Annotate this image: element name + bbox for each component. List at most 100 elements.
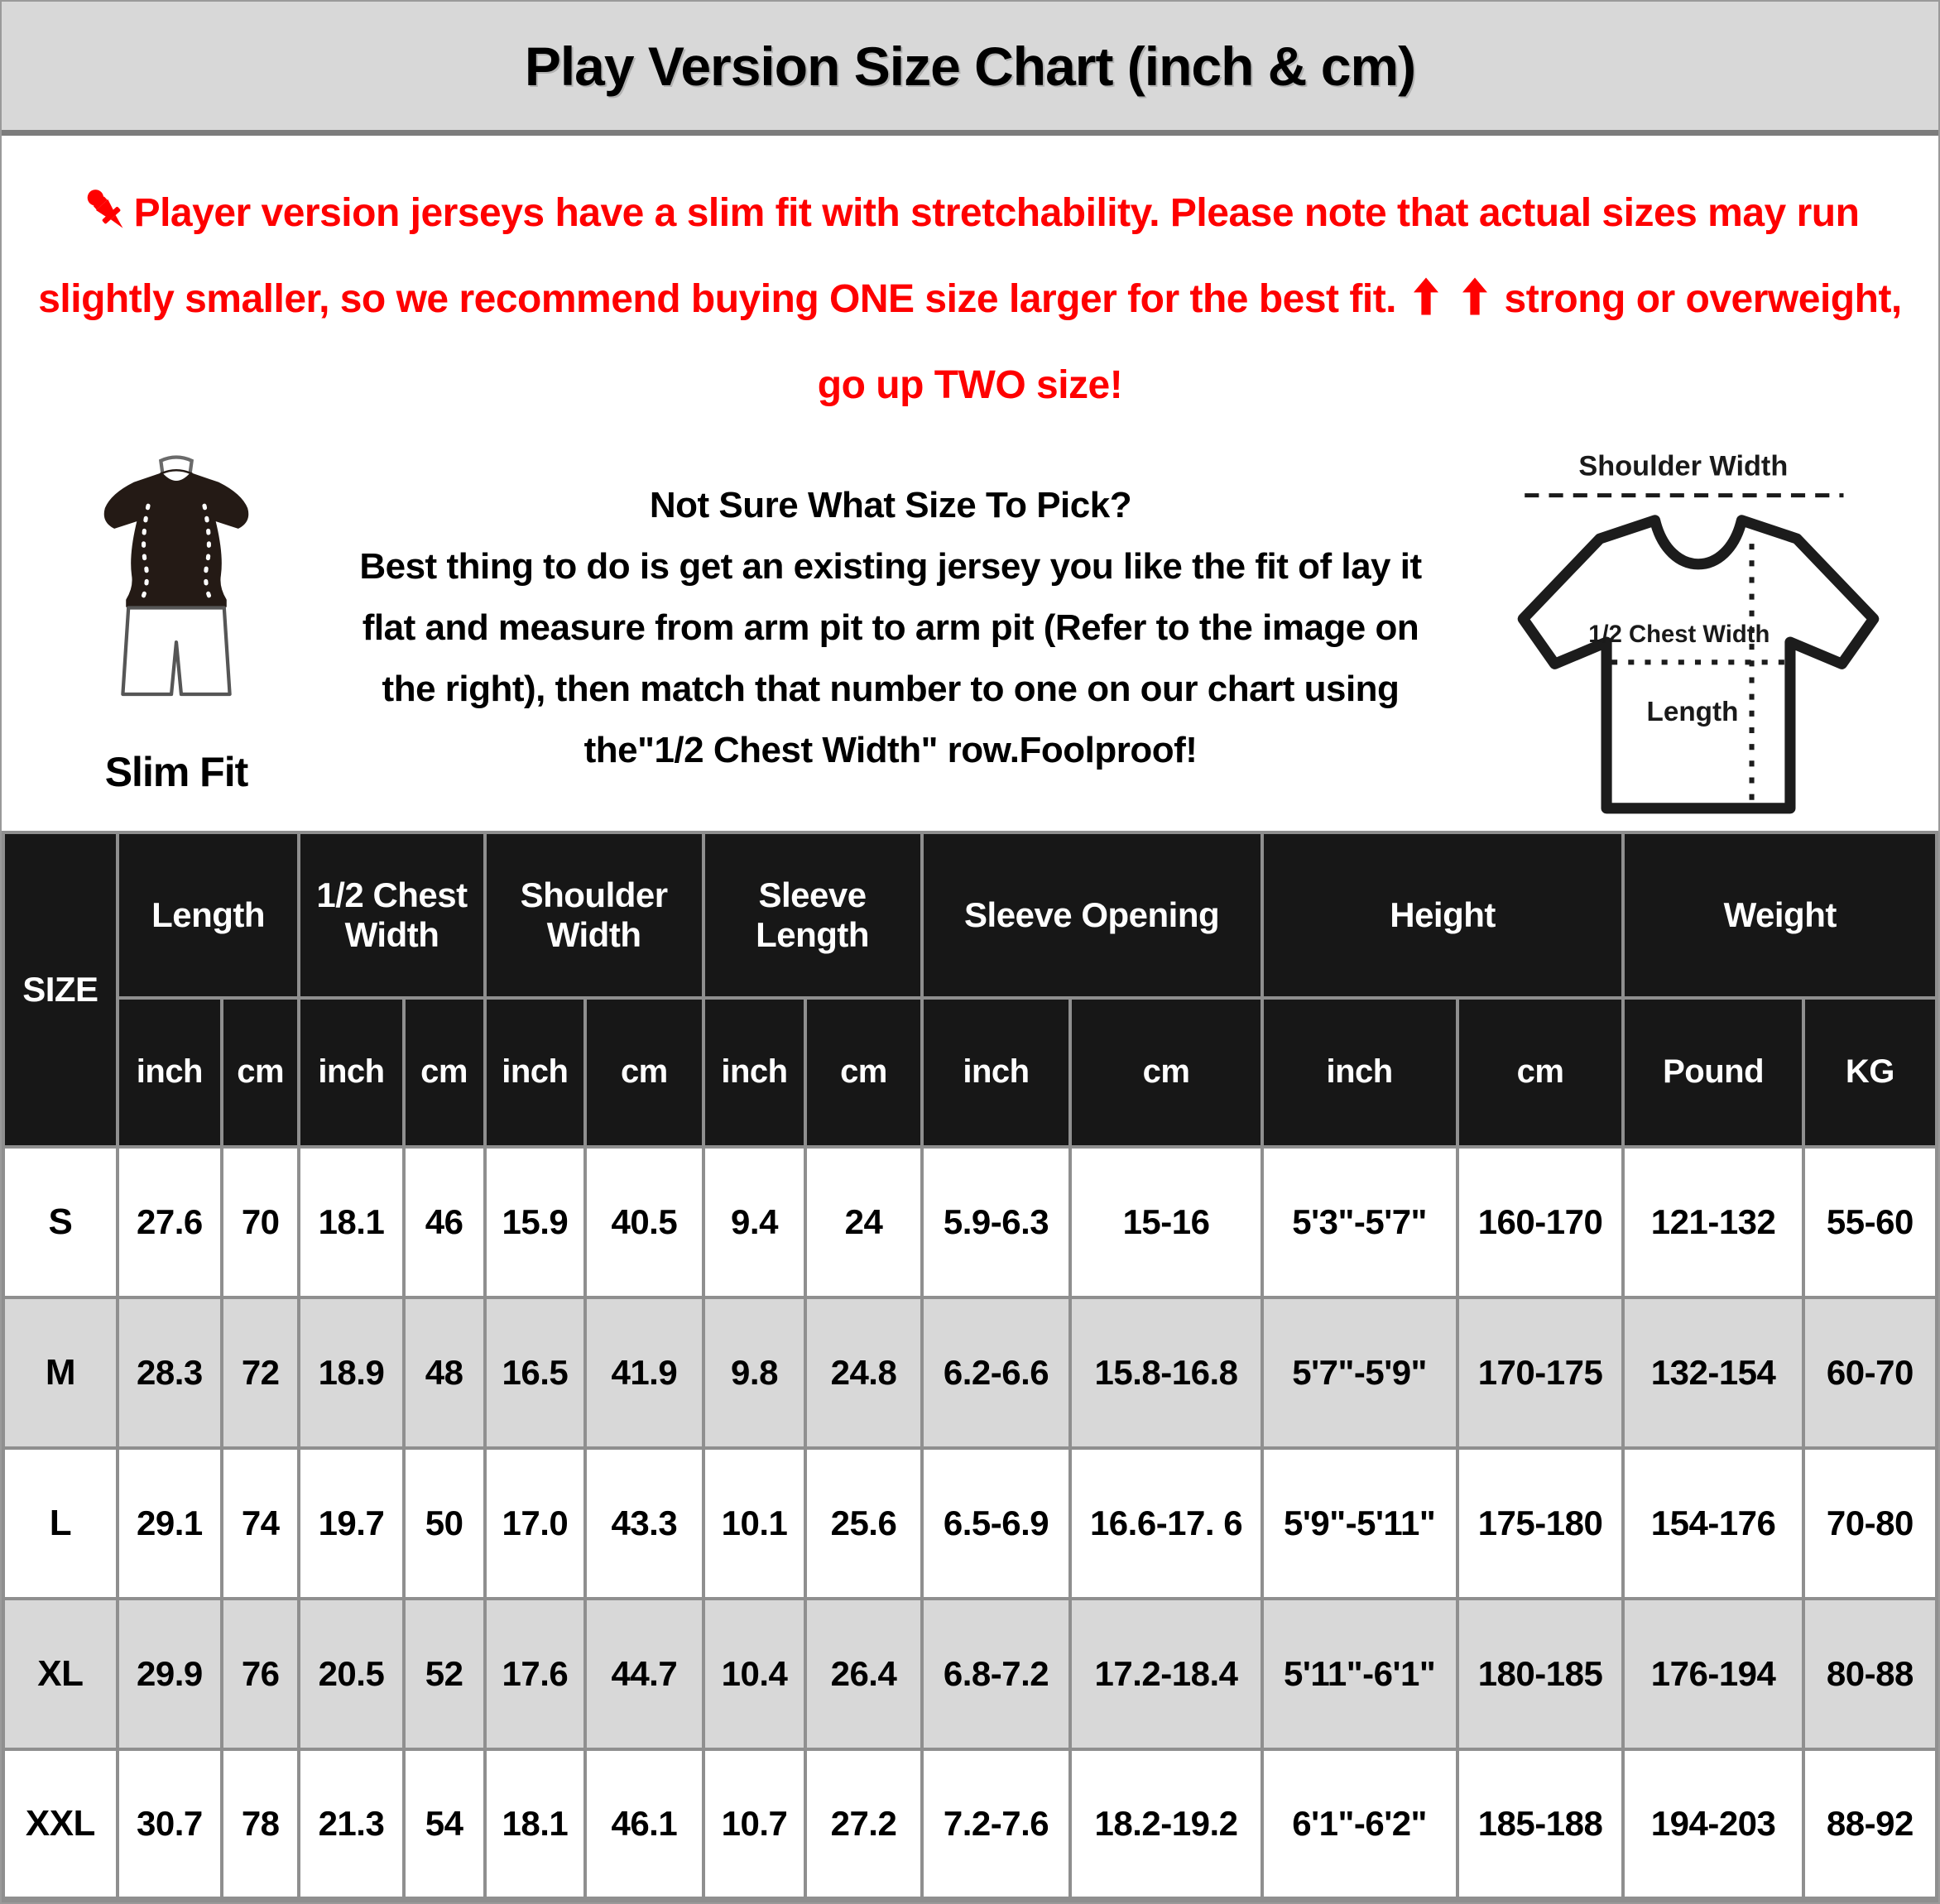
value-cell: 40.5	[583, 1144, 705, 1299]
table-group-header-row: SIZE Length 1/2 Chest Width Shoulder Wid…	[2, 830, 1938, 1149]
value-cell: 185-188	[1455, 1747, 1625, 1902]
chest-width-label: 1/2 Chest Width	[1588, 621, 1770, 648]
unit-header: cm	[804, 995, 924, 1149]
value-cell: 6.2-6.6	[920, 1295, 1073, 1450]
value-cell: 18.2-19.2	[1068, 1747, 1264, 1902]
value-cell: 17.0	[483, 1446, 588, 1600]
unit-header: inch	[483, 995, 588, 1149]
slim-fit-block: Slim Fit	[40, 427, 313, 831]
value-cell: 5.9-6.3	[920, 1144, 1073, 1299]
value-cell: 41.9	[583, 1295, 705, 1450]
value-cell: 48	[401, 1295, 487, 1450]
header-group-weight: Weight	[1621, 830, 1938, 1000]
value-cell: 27.2	[804, 1747, 924, 1902]
value-cell: 132-154	[1621, 1295, 1805, 1450]
value-cell: 6'1"-6'2"	[1260, 1747, 1459, 1902]
value-cell: 9.8	[701, 1295, 808, 1450]
slim-fit-label: Slim Fit	[104, 749, 249, 795]
size-cell: M	[2, 1295, 119, 1450]
up-arrow-icon	[1413, 277, 1438, 315]
note-text-1: Player version jerseys have a slim fit w…	[38, 191, 1860, 321]
table-row-xxl: XXL 30.7 78 21.3 54 18.1 46.1 10.7 27.2 7.2-7.6 18…	[2, 1747, 1938, 1902]
value-cell: 27.6	[115, 1144, 223, 1299]
value-cell: 74	[219, 1446, 301, 1600]
value-cell: 194-203	[1621, 1747, 1805, 1902]
guide-body: Best thing to do is get an existing jers…	[359, 546, 1422, 770]
value-cell: 154-176	[1621, 1446, 1805, 1600]
value-cell: 19.7	[297, 1446, 406, 1600]
value-cell: 15-16	[1068, 1144, 1264, 1299]
value-cell: 18.9	[297, 1295, 406, 1450]
value-cell: 17.2-18.4	[1068, 1596, 1264, 1751]
value-cell: 10.4	[701, 1596, 808, 1751]
unit-header: KG	[1801, 995, 1938, 1149]
header-group-chest-width: 1/2 Chest Width	[297, 830, 487, 1000]
value-cell: 18.1	[297, 1144, 406, 1299]
unit-header: cm	[401, 995, 487, 1149]
value-cell: 20.5	[297, 1596, 406, 1751]
up-arrow-icon	[1462, 277, 1487, 315]
value-cell: 176-194	[1621, 1596, 1805, 1751]
value-cell: 15.8-16.8	[1068, 1295, 1264, 1450]
size-cell: S	[2, 1144, 119, 1299]
value-cell: 28.3	[115, 1295, 223, 1450]
value-cell: 121-132	[1621, 1144, 1805, 1299]
size-cell: L	[2, 1446, 119, 1600]
value-cell: 15.9	[483, 1144, 588, 1299]
table-row-m: M 28.3 72 18.9 48 16.5 41.9 9.8 24.8 6.2-6.6 15.8-…	[2, 1295, 1938, 1450]
unit-header: inch	[115, 995, 223, 1149]
title-bar: Play Version Size Chart (inch & cm)	[2, 2, 1938, 136]
value-cell: 76	[219, 1596, 301, 1751]
size-chart-body: S 27.6 70 18.1 46 15.9 40.5 9.4 24 5.9-6.3 15-16 5'…	[2, 1144, 1938, 1902]
value-cell: 70-80	[1801, 1446, 1938, 1600]
value-cell: 180-185	[1455, 1596, 1625, 1751]
unit-header: inch	[297, 995, 406, 1149]
unit-header: inch	[701, 995, 808, 1149]
value-cell: 46	[401, 1144, 487, 1299]
unit-header: Pound	[1621, 995, 1805, 1149]
value-cell: 18.1	[483, 1747, 588, 1902]
value-cell: 170-175	[1455, 1295, 1625, 1450]
table-row-xl: XL 29.9 76 20.5 52 17.6 44.7 10.4 26.4 6.8-7.2 17.…	[2, 1596, 1938, 1751]
pushpin-icon	[87, 189, 123, 228]
value-cell: 70	[219, 1144, 301, 1299]
middle-section: Slim Fit Not Sure What Size To Pick? Bes…	[2, 427, 1938, 831]
value-cell: 5'3"-5'7"	[1260, 1144, 1459, 1299]
value-cell: 6.5-6.9	[920, 1446, 1073, 1600]
value-cell: 5'11"-6'1"	[1260, 1596, 1459, 1751]
table-unit-header-row: inch cm inch cm inch cm inch cm inch cm …	[3, 995, 1938, 1149]
value-cell: 54	[401, 1747, 487, 1902]
header-group-height: Height	[1260, 830, 1625, 1000]
unit-header: cm	[583, 995, 705, 1149]
guide-heading: Not Sure What Size To Pick?	[649, 485, 1132, 525]
size-chart-table: SIZE Length 1/2 Chest Width Shoulder Wid…	[2, 830, 1938, 1902]
value-cell: 29.9	[115, 1596, 223, 1751]
value-cell: 16.6-17. 6	[1068, 1446, 1264, 1600]
value-cell: 5'7"-5'9"	[1260, 1295, 1459, 1450]
value-cell: 10.7	[701, 1747, 808, 1902]
value-cell: 5'9"-5'11"	[1260, 1446, 1459, 1600]
unit-header: inch	[1260, 995, 1459, 1149]
unit-header: inch	[920, 995, 1073, 1149]
page-title: Play Version Size Chart (inch & cm)	[524, 35, 1416, 97]
header-group-shoulder-width: Shoulder Width	[483, 830, 705, 1000]
value-cell: 26.4	[804, 1596, 924, 1751]
unit-header: cm	[1068, 995, 1264, 1149]
value-cell: 88-92	[1801, 1747, 1938, 1902]
value-cell: 7.2-7.6	[920, 1747, 1073, 1902]
size-cell: XXL	[2, 1747, 119, 1902]
shoulder-width-label: Shoulder Width	[1578, 450, 1788, 482]
size-column-header: SIZE	[2, 830, 119, 1149]
length-label: Length	[1647, 697, 1739, 727]
header-group-length: Length	[115, 830, 301, 1000]
value-cell: 46.1	[583, 1747, 705, 1902]
value-cell: 29.1	[115, 1446, 223, 1600]
value-cell: 60-70	[1801, 1295, 1938, 1450]
value-cell: 72	[219, 1295, 301, 1450]
value-cell: 16.5	[483, 1295, 588, 1450]
value-cell: 175-180	[1455, 1446, 1625, 1600]
table-row-l: L 29.1 74 19.7 50 17.0 43.3 10.1 25.6 6.5-6.9 16.6…	[2, 1446, 1938, 1600]
header-group-sleeve-opening: Sleeve Opening	[920, 830, 1264, 1000]
measurement-diagram-block: Shoulder Width 1/2 Chest Width Length	[1468, 427, 1932, 831]
